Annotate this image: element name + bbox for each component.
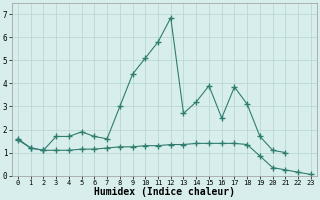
X-axis label: Humidex (Indice chaleur): Humidex (Indice chaleur) <box>94 187 235 197</box>
